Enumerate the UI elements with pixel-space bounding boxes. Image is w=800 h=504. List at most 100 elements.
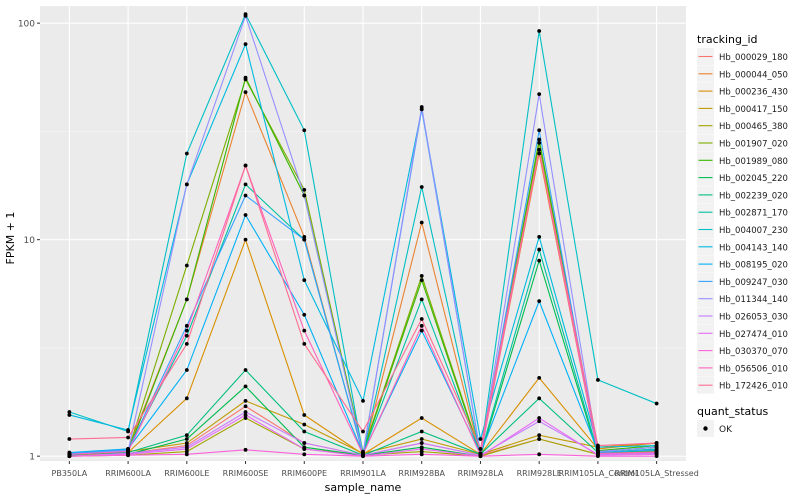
data-point — [537, 375, 542, 380]
legend-label: Hb_030370_070 — [719, 347, 788, 357]
legend-label: Hb_000417_150 — [719, 105, 788, 115]
data-point — [126, 435, 130, 440]
data-point — [243, 384, 248, 389]
data-point — [302, 342, 307, 346]
data-point — [537, 419, 542, 424]
data-point — [302, 234, 307, 239]
data-point — [419, 447, 424, 451]
data-point — [126, 428, 130, 432]
series-points — [67, 12, 659, 459]
data-point — [537, 258, 542, 263]
data-point — [654, 450, 659, 455]
legend-label: Hb_000236_430 — [719, 88, 788, 98]
data-point — [302, 193, 307, 198]
data-point — [419, 105, 424, 109]
legend-label: Hb_001989_080 — [719, 157, 788, 167]
data-point — [361, 452, 365, 457]
data-point — [302, 447, 307, 451]
data-point — [184, 433, 189, 438]
legend-label: Hb_011344_140 — [719, 295, 788, 305]
legend-items: Hb_000029_180 Hb_000044_050 Hb_000236_430 H… — [697, 48, 788, 394]
data-point — [537, 128, 542, 133]
data-point — [243, 75, 248, 80]
data-point — [243, 404, 248, 409]
x-tick-label: RRIM105LA_Control — [559, 469, 638, 478]
legend-label: Hb_056506_010 — [719, 364, 788, 374]
data-point — [654, 454, 659, 459]
x-tick-label: RRIM600SE — [223, 469, 269, 478]
data-point — [126, 449, 130, 454]
legend-label: Hb_000465_380 — [719, 122, 788, 132]
data-point — [243, 368, 248, 372]
legend-shape-label: OK — [719, 425, 733, 435]
data-point — [184, 263, 189, 268]
data-point — [537, 29, 542, 33]
data-point — [419, 297, 424, 302]
data-point — [537, 437, 542, 441]
x-axis: PB350LA RRIM600LA RRIM600LE RRIM600SE RRIM60… — [52, 461, 699, 478]
data-point — [596, 443, 600, 448]
data-point — [184, 452, 189, 457]
data-point — [537, 140, 542, 145]
x-tick-label: PB350LA — [52, 469, 88, 478]
legend-label: Hb_172426_010 — [719, 382, 788, 392]
x-tick-label: RRIM928LA — [458, 469, 504, 478]
data-point — [302, 441, 307, 445]
data-point — [654, 441, 659, 445]
legend-label: Hb_002871_170 — [719, 209, 788, 219]
data-point — [537, 452, 542, 457]
legend-title: tracking_id — [697, 33, 758, 46]
legend-label: Hb_009247_030 — [719, 278, 788, 288]
data-point — [184, 328, 189, 333]
data-point — [184, 368, 189, 372]
data-point — [419, 441, 424, 445]
data-point — [419, 452, 424, 457]
data-point — [184, 333, 189, 338]
data-point — [361, 429, 365, 434]
legend: tracking_id Hb_000029_180Hb_000044_050Hb… — [697, 33, 788, 437]
data-point — [184, 437, 189, 441]
y-tick-label: 1 — [29, 453, 35, 463]
data-point — [302, 278, 307, 283]
data-point — [302, 237, 307, 242]
data-point — [302, 413, 307, 417]
legend-label: Hb_026053_030 — [719, 313, 788, 323]
data-point — [184, 449, 189, 454]
legend-label: Hb_002239_020 — [719, 191, 788, 201]
data-point — [67, 413, 72, 417]
data-point — [243, 42, 248, 47]
data-point — [419, 429, 424, 434]
data-point — [243, 14, 248, 18]
data-point — [302, 422, 307, 427]
data-point — [302, 187, 307, 192]
y-tick-label: 100 — [18, 20, 35, 30]
data-point — [361, 399, 365, 403]
data-point — [654, 445, 659, 450]
x-tick-label: RRIM105LA_Stressed — [614, 469, 698, 478]
x-axis-title: sample_name — [325, 481, 402, 494]
x-tick-label: RRIM901LA — [340, 469, 386, 478]
legend-shape-point — [703, 426, 708, 431]
x-tick-label: RRIM928BA — [398, 469, 445, 478]
x-tick-label: RRIM928LE — [517, 469, 562, 478]
x-tick-label: RRIM600LE — [164, 469, 209, 478]
data-point — [243, 447, 248, 452]
data-point — [537, 92, 542, 97]
data-point — [537, 147, 542, 152]
data-point — [302, 452, 307, 457]
data-point — [596, 378, 600, 382]
data-point — [419, 323, 424, 328]
data-point — [184, 323, 189, 328]
data-point — [67, 437, 72, 441]
data-point — [243, 90, 248, 95]
legend-label: Hb_001907_020 — [719, 140, 788, 150]
data-point — [537, 433, 542, 438]
legend-label: Hb_002045_220 — [719, 174, 788, 184]
legend-label: Hb_008195_020 — [719, 261, 788, 271]
data-point — [419, 317, 424, 321]
data-point — [537, 416, 542, 420]
data-point — [419, 274, 424, 278]
x-tick-label: RRIM600PE — [282, 469, 328, 478]
data-point — [654, 401, 659, 406]
